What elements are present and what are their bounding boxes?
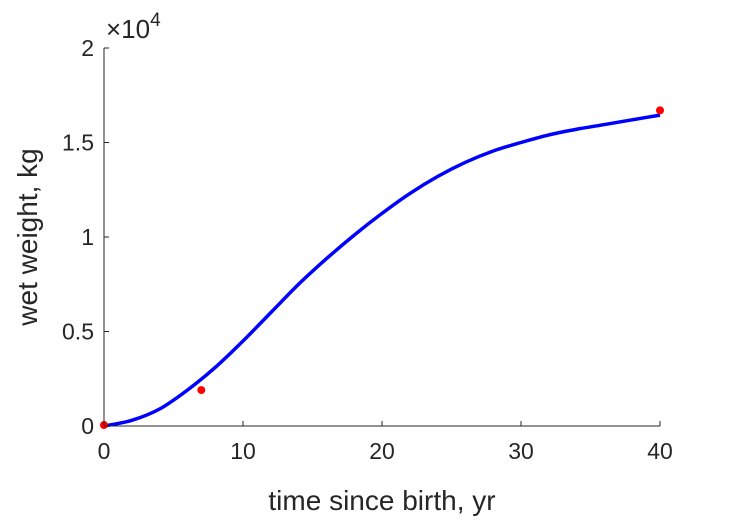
y-tick-label: 0.5 <box>62 319 94 345</box>
y-tick-label: 1.5 <box>62 130 94 156</box>
x-tick-label: 10 <box>230 438 256 464</box>
plot-area <box>100 106 664 430</box>
x-tick-label: 30 <box>508 438 534 464</box>
data-point <box>656 106 664 115</box>
y-tick-label: 1 <box>81 224 94 250</box>
y-tick-label: 0 <box>81 413 94 439</box>
model-curve <box>103 113 661 428</box>
y-tick-label: 2 <box>81 35 94 61</box>
x-tick-label: 0 <box>98 438 111 464</box>
y-axis-title: wet weight, kg <box>12 148 43 326</box>
y-axis-exponent-power: 4 <box>150 10 161 31</box>
x-tick-label: 20 <box>369 438 395 464</box>
axes: 0 10 20 30 40 0 0.5 1 1.5 2 <box>62 35 673 464</box>
y-axis-exponent: ×104 <box>106 10 161 44</box>
x-tick-label: 40 <box>647 438 673 464</box>
y-axis-exponent-prefix: ×10 <box>106 14 150 44</box>
data-point <box>197 386 206 395</box>
x-axis-title: time since birth, yr <box>268 485 495 516</box>
